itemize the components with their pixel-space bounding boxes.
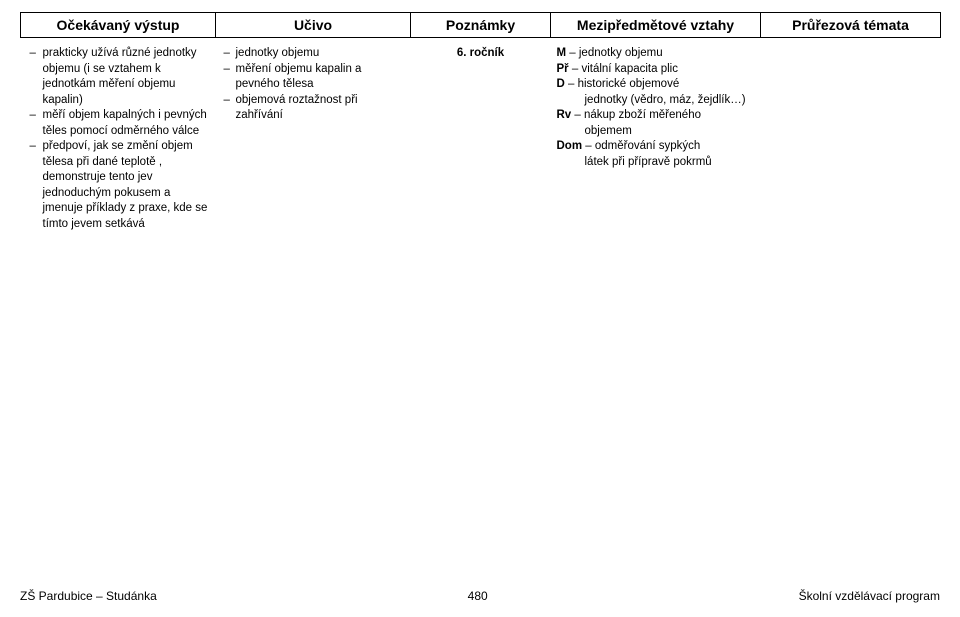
list-item: předpoví, jak se změní objem tělesa při …: [27, 139, 210, 232]
mezi-indent: objemem: [557, 124, 755, 140]
table-header-row: Očekávaný výstup Učivo Poznámky Mezipřed…: [21, 13, 941, 38]
list-item: objemová roztažnost při zahřívání: [222, 93, 405, 124]
footer-right: Školní vzdělávací program: [799, 589, 940, 603]
mezi-line: Př – vitální kapacita plic: [557, 62, 755, 78]
mezi-label-m: M: [557, 47, 567, 59]
header-ucivo: Učivo: [216, 13, 411, 38]
ocekavany-list: prakticky užívá různé jednotky objemu (i…: [27, 46, 210, 232]
mezi-line: M – jednotky objemu: [557, 46, 755, 62]
header-poznamky: Poznámky: [411, 13, 551, 38]
cell-mezipredmetove: M – jednotky objemu Př – vitální kapacit…: [551, 38, 761, 239]
mezi-label-d: D: [557, 78, 565, 90]
footer-left: ZŠ Pardubice – Studánka: [20, 589, 157, 603]
header-ocekavany: Očekávaný výstup: [21, 13, 216, 38]
cell-ucivo: jednotky objemu měření objemu kapalin a …: [216, 38, 411, 239]
mezi-label-rv: Rv: [557, 109, 572, 121]
footer-page-number: 480: [468, 589, 488, 603]
cell-prurezova: [761, 38, 941, 239]
ucivo-list: jednotky objemu měření objemu kapalin a …: [222, 46, 405, 124]
mezi-text: – historické objemové: [565, 78, 679, 90]
mezi-indent: látek při přípravě pokrmů: [557, 155, 755, 171]
cell-poznamky: 6. ročník: [411, 38, 551, 239]
list-item: jednotky objemu: [222, 46, 405, 62]
mezi-line: D – historické objemové: [557, 77, 755, 93]
mezi-line: Rv – nákup zboží měřeného: [557, 108, 755, 124]
mezi-text: – vitální kapacita plic: [569, 63, 678, 75]
header-prurezova: Průřezová témata: [761, 13, 941, 38]
mezi-text: – jednotky objemu: [566, 47, 663, 59]
mezi-line: Dom – odměřování sypkých: [557, 139, 755, 155]
table-row: prakticky užívá různé jednotky objemu (i…: [21, 38, 941, 239]
page-footer: ZŠ Pardubice – Studánka 480 Školní vzděl…: [20, 589, 940, 603]
mezi-label-pr: Př: [557, 63, 569, 75]
cell-ocekavany: prakticky užívá různé jednotky objemu (i…: [21, 38, 216, 239]
mezi-text: – nákup zboží měřeného: [571, 109, 701, 121]
list-item: prakticky užívá různé jednotky objemu (i…: [27, 46, 210, 108]
list-item: měření objemu kapalin a pevného tělesa: [222, 62, 405, 93]
header-mezipredmetove: Mezipředmětové vztahy: [551, 13, 761, 38]
list-item: měří objem kapalných i pevných těles pom…: [27, 108, 210, 139]
mezi-text: – odměřování sypkých: [582, 140, 700, 152]
mezi-indent: jednotky (vědro, máz, žejdlík…): [557, 93, 755, 109]
mezi-label-dom: Dom: [557, 140, 583, 152]
curriculum-table: Očekávaný výstup Učivo Poznámky Mezipřed…: [20, 12, 941, 238]
